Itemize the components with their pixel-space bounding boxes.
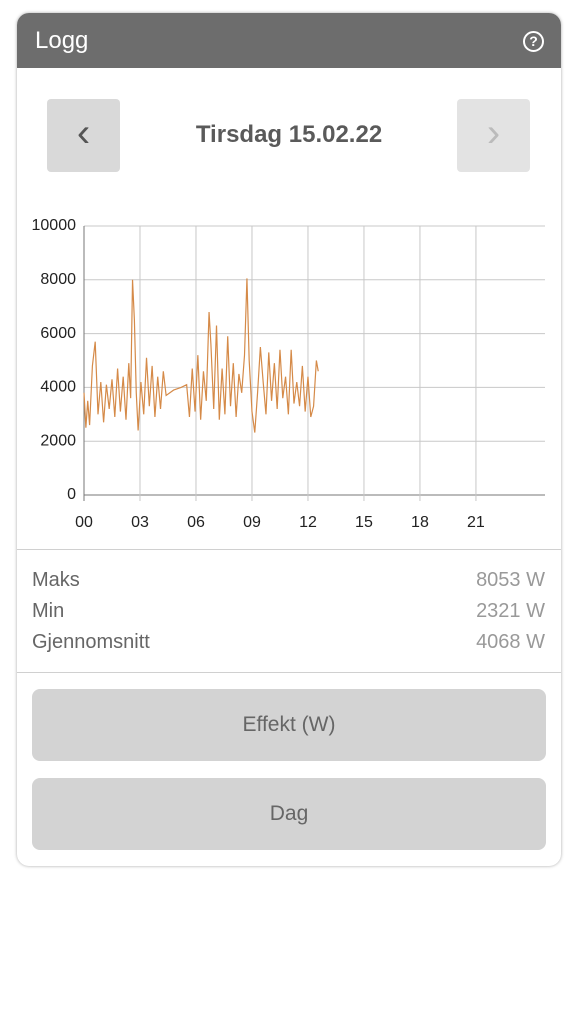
x-tick-label: 15: [355, 514, 373, 531]
y-tick-label: 2000: [40, 432, 76, 449]
y-tick-label: 4000: [40, 379, 76, 396]
separator: [17, 549, 561, 550]
stat-value: 4068 W: [476, 631, 545, 653]
x-tick-label: 00: [75, 514, 93, 531]
stat-row: Maks 8053 W: [32, 569, 545, 592]
y-tick-label: 6000: [40, 325, 76, 342]
stat-row: Min 2321 W: [32, 600, 545, 623]
x-tick-label: 06: [187, 514, 205, 531]
stat-label: Gjennomsnitt: [32, 631, 150, 653]
period-button[interactable]: Dag: [32, 778, 546, 850]
x-tick-label: 18: [411, 514, 429, 531]
x-tick-label: 21: [467, 514, 485, 531]
date: Tirsdag 15.02.22: [195, 121, 383, 148]
help-button[interactable]: ?: [523, 31, 544, 52]
y-tick-label: 10000: [32, 217, 77, 234]
header: Logg ?: [17, 13, 561, 68]
header-title: Logg: [35, 27, 89, 54]
stat-value: 2321 W: [476, 600, 545, 622]
y-tick-label: 0: [67, 486, 76, 503]
stat-row: Gjennomsnitt 4068 W: [32, 631, 545, 654]
y-tick-label: 8000: [40, 271, 76, 288]
data-line: [83, 278, 319, 433]
stat-value: 8053 W: [476, 569, 545, 591]
separator: [17, 672, 561, 673]
unit-button[interactable]: Effekt (W): [32, 689, 546, 761]
x-tick-label: 12: [299, 514, 317, 531]
chart: 0 2000 4000 6000 8000 10000 00 03 06 09 12 15 18 21: [32, 217, 545, 531]
stat-label: Maks: [32, 569, 80, 591]
x-tick-label: 03: [131, 514, 149, 531]
prev-button[interactable]: ‹: [47, 99, 120, 172]
x-tick-label: 09: [243, 514, 261, 531]
stat-label: Min: [32, 600, 65, 622]
next-button[interactable]: ›: [457, 99, 530, 172]
card: Logg ? ‹ Tirsdag 15.02.22 › Maks 8053 W M…: [17, 13, 561, 866]
